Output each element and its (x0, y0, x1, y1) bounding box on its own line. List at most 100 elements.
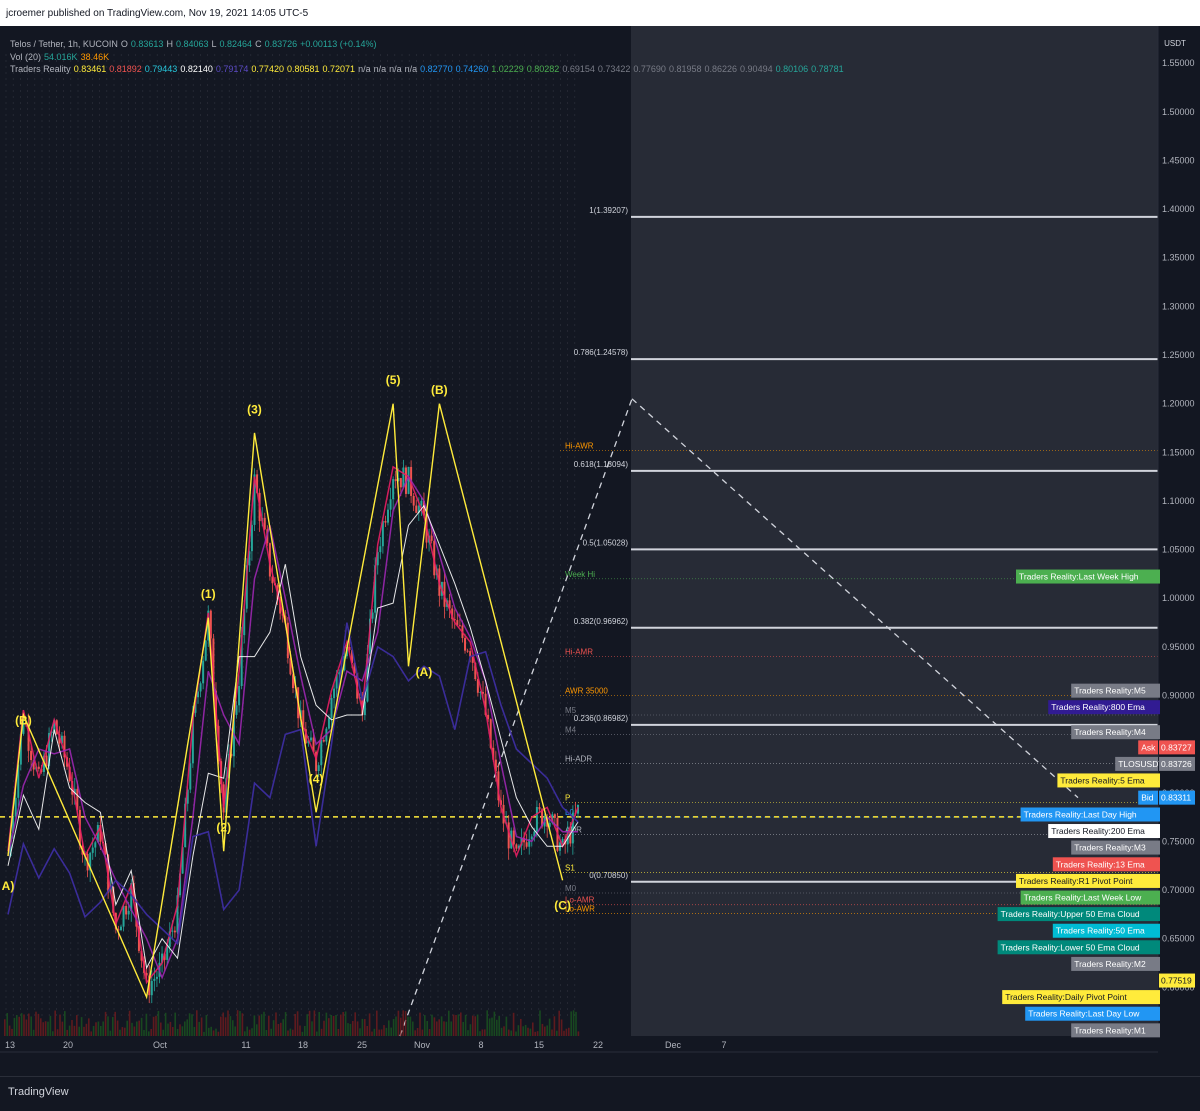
volume-bar (522, 1026, 524, 1036)
volume-bar (25, 1019, 28, 1036)
candle-body (371, 612, 374, 619)
candle-body (304, 729, 307, 744)
volume-bar (188, 1013, 191, 1036)
candle-body (338, 672, 341, 675)
candle-body (197, 691, 199, 698)
volume-bar (445, 1021, 448, 1036)
candle-body (312, 737, 315, 752)
volume-bar (246, 1026, 248, 1036)
candle-body (248, 551, 251, 566)
candle-body (381, 521, 384, 547)
candle-body (243, 608, 246, 636)
price-tag-label: Traders Reality:800 Ema (1051, 702, 1145, 712)
volume-bar (47, 1021, 49, 1036)
volume-bar (148, 1031, 150, 1036)
volume-bar (364, 1019, 366, 1036)
volume-bar (484, 1029, 486, 1036)
candle-body (497, 771, 500, 801)
volume-bar (80, 1017, 83, 1036)
volume-bar (92, 1026, 95, 1036)
volume-bar (481, 1029, 484, 1036)
price-tag-label: Ask (1141, 742, 1156, 752)
candle-body (309, 737, 312, 741)
candle-body (335, 674, 338, 689)
volume-bar (448, 1010, 450, 1036)
publisher-text: jcroemer published on TradingView.com, N… (6, 8, 309, 19)
volume-bar (546, 1025, 548, 1036)
currency-label: USDT (1164, 39, 1186, 48)
price-tag-label: Traders Reality:Lower 50 Ema Cloud (1001, 942, 1140, 952)
fib-level-label: 0.618(1.13094) (574, 460, 629, 469)
volume-bar (289, 1028, 292, 1036)
candle-body (186, 789, 189, 804)
legend-indicator-item-21: 0.86226 (704, 64, 738, 74)
price-tag-bg (1138, 740, 1158, 755)
y-tick-label: 1.10000 (1162, 496, 1195, 506)
legend-symbol-item-9: +0.00113 (+0.14%) (300, 39, 377, 49)
volume-bar (100, 1025, 102, 1036)
candle-body (48, 732, 51, 767)
volume-bar (325, 1012, 328, 1036)
legend-symbol-item-6: 0.82464 (219, 39, 253, 49)
volume-bar (301, 1031, 304, 1036)
legend-indicator-row[interactable]: Traders Reality 0.83461 0.81892 0.79443 0.82… (10, 63, 847, 76)
volume-bar (88, 1018, 90, 1036)
volume-bar (433, 1017, 436, 1036)
volume-bar (534, 1031, 536, 1036)
volume-bar (164, 1012, 167, 1036)
volume-bar (553, 1016, 556, 1036)
volume-bar (145, 1013, 148, 1036)
x-tick-label: 22 (593, 1040, 603, 1050)
volume-bar (268, 1015, 270, 1036)
level-label: P (565, 794, 570, 803)
tradingview-logo[interactable]: TradingView (8, 1086, 69, 1098)
legend-indicator-item-17: 0.69154 (562, 64, 595, 74)
volume-bar (570, 1011, 572, 1036)
candle-body (253, 474, 256, 525)
price-axis-bg (1158, 26, 1200, 1036)
price-tag-bg (1071, 956, 1160, 971)
candle-body (73, 788, 76, 795)
candle-body (179, 873, 182, 896)
price-tag-bg (1071, 840, 1160, 855)
level-label: Week Hi (565, 570, 595, 579)
level-label: Lo-AMR (565, 896, 595, 905)
volume-bar (272, 1020, 275, 1036)
legend-volume-row[interactable]: Vol (20) 54.016K 38.46K (10, 51, 847, 64)
price-tag-label: Traders Reality:R1 Pivot Point (1019, 876, 1133, 886)
candle-body (443, 581, 446, 607)
candle-body (63, 735, 66, 758)
volume-bar (40, 1018, 42, 1036)
ema-200-line (7, 504, 579, 970)
price-tag-bg (1057, 773, 1160, 788)
volume-bar (467, 1030, 469, 1036)
volume-bar (253, 1015, 256, 1036)
volume-bar (356, 1021, 359, 1036)
volume-bar (241, 1013, 244, 1036)
x-tick-label: Dec (665, 1040, 682, 1050)
candle-body (512, 830, 515, 845)
candle-body (317, 765, 320, 772)
price-chart[interactable]: 1(1.39207) 0.786(1.24578) 0.618(1.13094) 0.… (0, 26, 1200, 1076)
price-tag-bg (1002, 990, 1160, 1005)
volume-bar (296, 1011, 299, 1036)
candle-body (458, 625, 461, 627)
candle-body (392, 479, 395, 500)
volume-bar (392, 1019, 395, 1036)
y-tick-label: 1.30000 (1162, 301, 1195, 311)
volume-bar (361, 1018, 364, 1036)
candle-body (202, 660, 205, 684)
candle-body (19, 733, 22, 765)
price-tag-value-bg (1159, 756, 1195, 771)
legend-indicator-item-10: n/a (373, 64, 387, 74)
candle-body (45, 755, 48, 767)
candle-body (525, 842, 528, 847)
legend-symbol-row[interactable]: Telos / Tether, 1h, KUCOIN O 0.83613 H 0.840… (10, 38, 847, 51)
candle-body (289, 658, 292, 675)
volume-bar (431, 1014, 433, 1036)
volume-bar (131, 1022, 133, 1036)
y-tick-label: 0.90000 (1162, 691, 1195, 701)
volume-bar (515, 1031, 517, 1036)
volume-bar (558, 1010, 560, 1036)
volume-bar (409, 1016, 412, 1036)
